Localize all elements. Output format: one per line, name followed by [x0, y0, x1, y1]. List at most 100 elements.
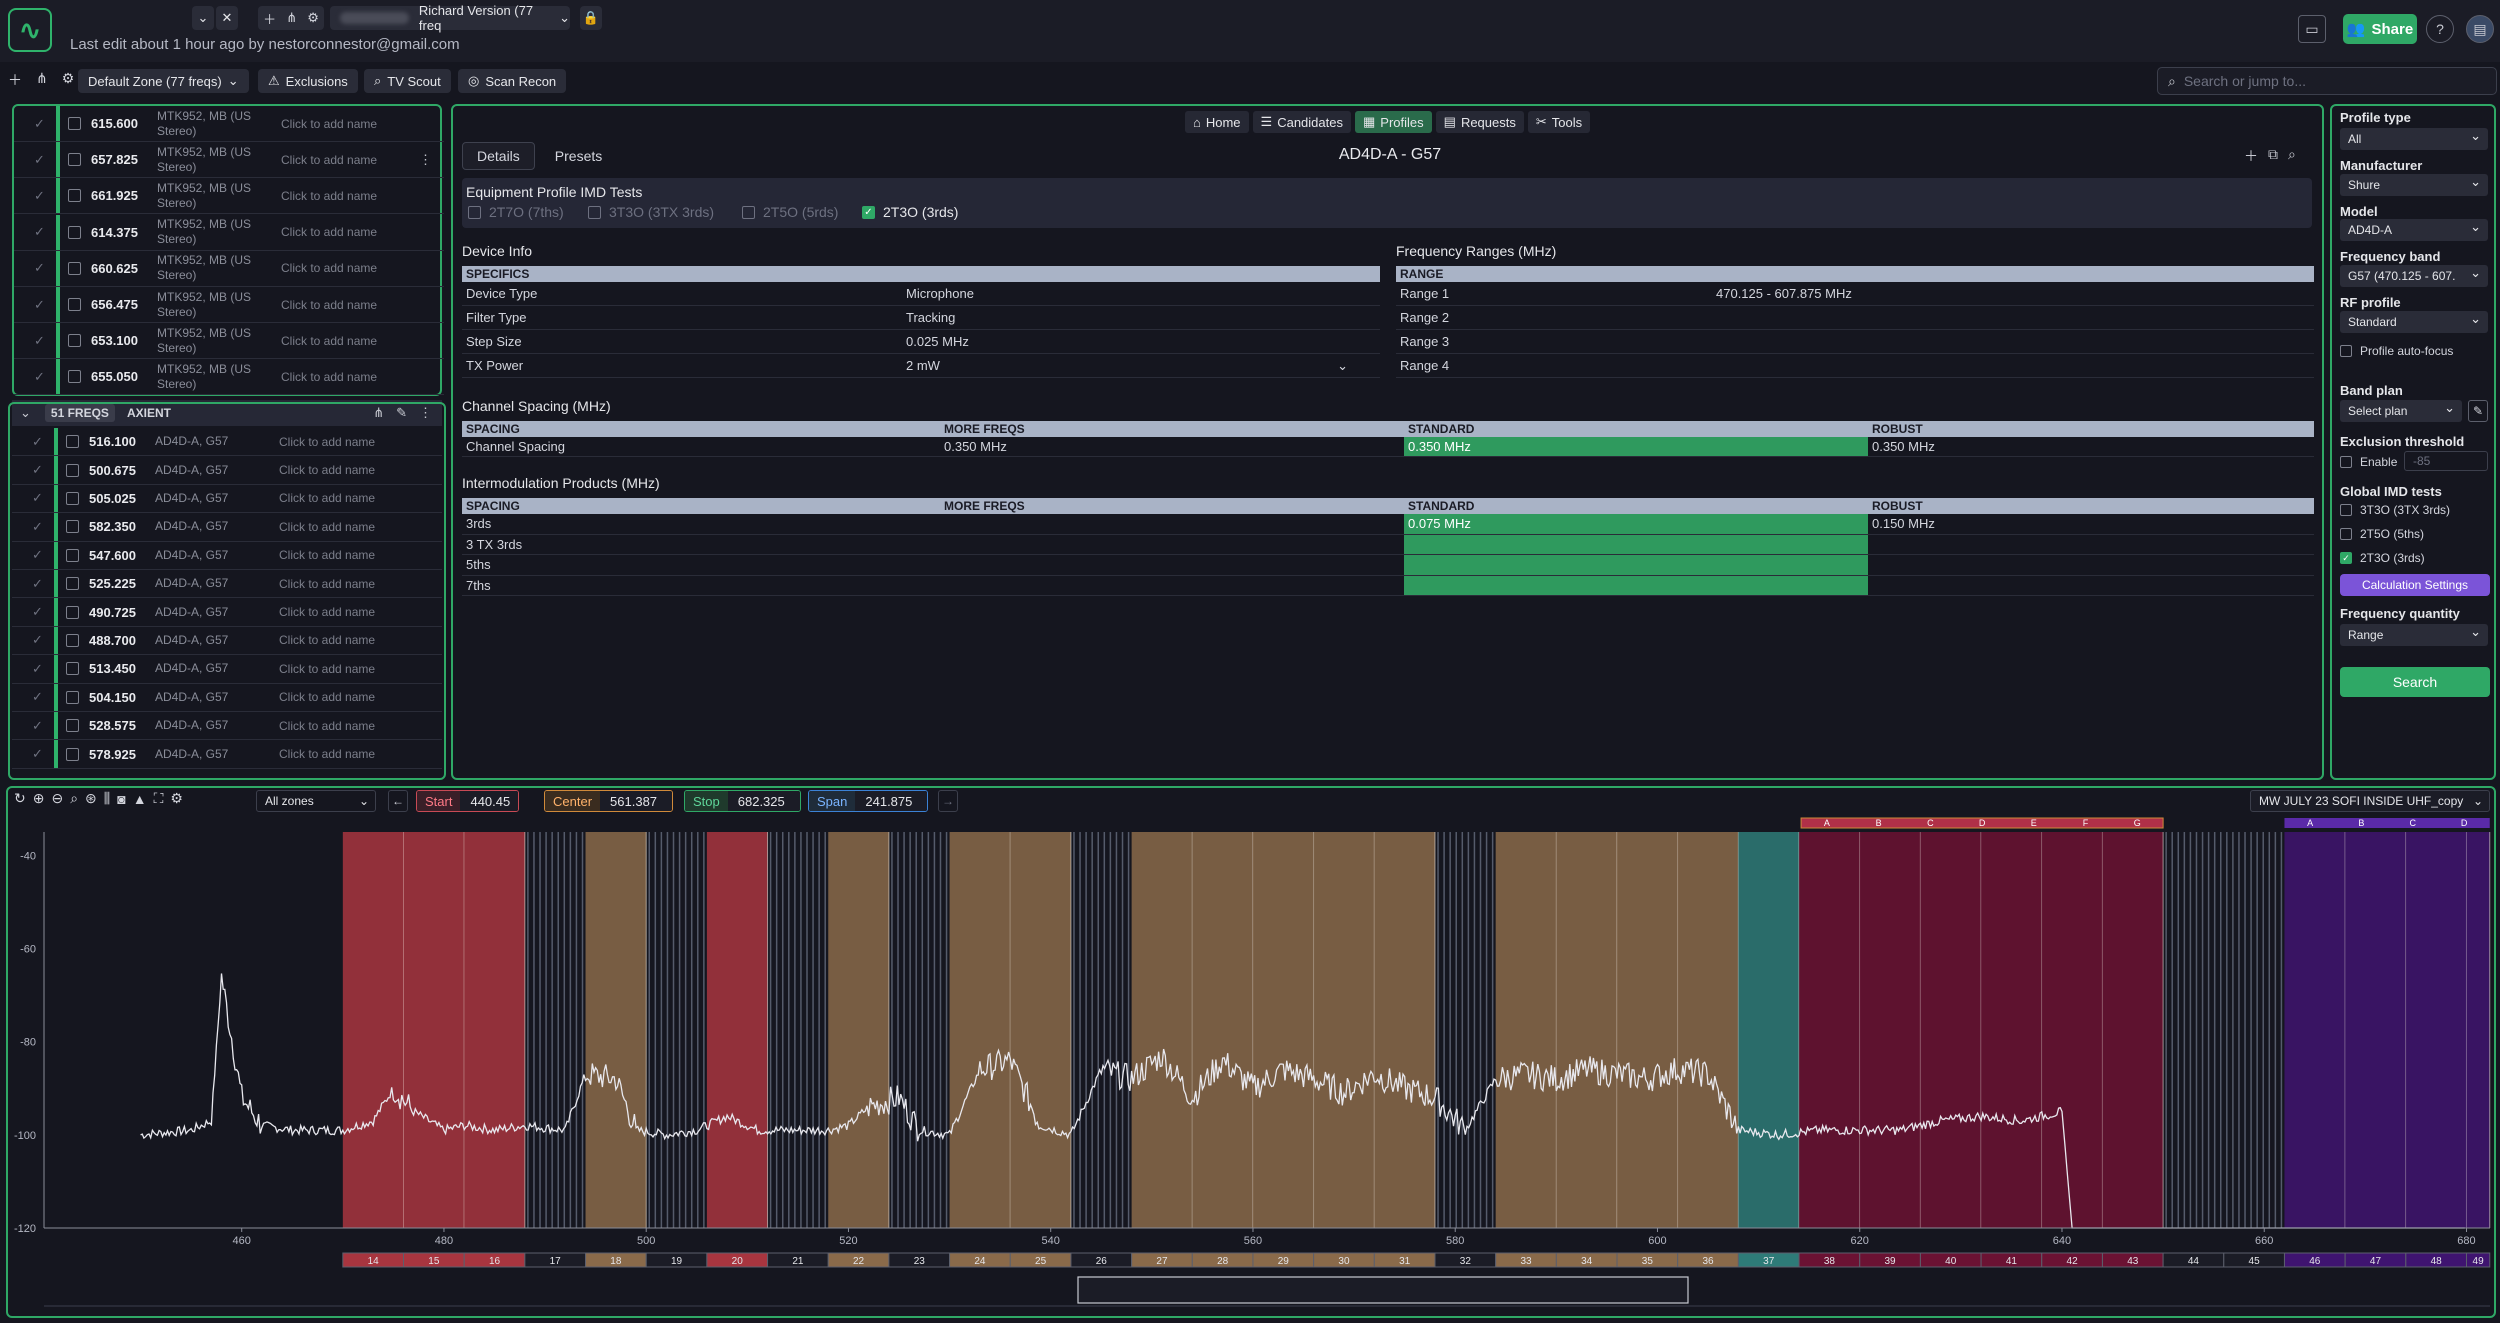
checkbox[interactable]: [68, 117, 81, 130]
refresh-icon[interactable]: ↻: [14, 790, 26, 806]
name-field[interactable]: Click to add name: [279, 690, 376, 705]
name-field[interactable]: Click to add name: [281, 152, 378, 167]
gear-icon[interactable]: ⚙: [307, 10, 319, 25]
frequency-value[interactable]: 653.100: [91, 333, 138, 349]
global-imd-2t3o[interactable]: ✓ 2T3O (3rds): [2340, 551, 2425, 565]
bars-icon[interactable]: ⫼: [103, 790, 111, 806]
search-icon[interactable]: ⌕: [70, 790, 79, 806]
frequency-value[interactable]: 655.050: [91, 369, 138, 385]
checkbox[interactable]: [68, 334, 81, 348]
frequency-value[interactable]: 578.925: [89, 746, 136, 762]
chevron-down-icon[interactable]: ⌄: [20, 405, 31, 420]
tab-profiles[interactable]: ▦ Profiles: [1354, 111, 1432, 133]
frequency-value[interactable]: 500.675: [89, 462, 136, 478]
frequency-row[interactable]: ✓ 657.825 MTK952, MB (US Stereo) Click to a…: [14, 142, 444, 179]
checkbox[interactable]: [2340, 345, 2352, 357]
share-button[interactable]: 👥 Share: [2343, 14, 2417, 44]
group-header[interactable]: ⌄ 51 FREQS AXIENT ⋔ ✎ ⋮: [12, 400, 442, 426]
frequency-row[interactable]: ✓ 660.625 MTK952, MB (US Stereo) Click to a…: [14, 250, 444, 287]
name-field[interactable]: Click to add name: [279, 633, 376, 648]
checkbox[interactable]: [468, 205, 481, 219]
frequency-row[interactable]: ✓ 656.475 MTK952, MB (US Stereo) Click to a…: [14, 287, 444, 323]
table-cell-selected[interactable]: 0.075 MHz: [1404, 514, 1868, 534]
span-field[interactable]: Span 241.875: [808, 790, 929, 812]
add-icon[interactable]: ＋: [8, 72, 22, 88]
table-cell[interactable]: 2 mW ⌄: [902, 358, 1372, 374]
name-field[interactable]: Click to add name: [279, 605, 376, 620]
profile-type-select[interactable]: All: [2340, 128, 2488, 150]
checkbox[interactable]: [66, 548, 79, 562]
table-cell[interactable]: 0.350 MHz: [1872, 439, 1935, 454]
checkbox-checked[interactable]: ✓: [862, 205, 875, 219]
name-field[interactable]: Click to add name: [281, 116, 378, 131]
exclusion-enable-checkbox[interactable]: Enable: [2340, 455, 2397, 469]
imd-test-2t7o[interactable]: 2T7O (7ths): [468, 204, 564, 220]
frequency-value[interactable]: 660.625: [91, 260, 138, 276]
arrow-left-icon[interactable]: ←: [388, 790, 408, 812]
table-cell[interactable]: 0.350 MHz: [944, 439, 1007, 454]
frequency-value[interactable]: 657.825: [91, 152, 138, 168]
share-icon[interactable]: ⋔: [373, 405, 385, 420]
tab-home[interactable]: ⌂ Home: [1185, 111, 1249, 133]
name-field[interactable]: Click to add name: [279, 747, 376, 762]
frequency-row[interactable]: ✓ 655.050 MTK952, MB (US Stereo) Click to a…: [14, 359, 444, 396]
global-imd-2t5o[interactable]: 2T5O (5ths): [2340, 527, 2424, 541]
checkbox[interactable]: [66, 463, 79, 477]
frequency-row[interactable]: ✓ 490.725 AD4D-A, G57 Click to add name: [12, 598, 442, 627]
copy-icon[interactable]: ⧉: [2268, 146, 2278, 162]
frequency-value[interactable]: 582.350: [89, 519, 136, 535]
checkbox[interactable]: [2340, 456, 2352, 468]
frequency-row[interactable]: ✓ 505.025 AD4D-A, G57 Click to add name: [12, 484, 442, 514]
frequency-row[interactable]: ✓ 488.700 AD4D-A, G57 Click to add name: [12, 626, 442, 656]
exclusions-button[interactable]: ⚠ Exclusions: [258, 69, 358, 93]
zoom-out-icon[interactable]: ⊖: [51, 790, 64, 806]
add-icon[interactable]: ＋: [263, 11, 277, 27]
search-button[interactable]: Search: [2340, 667, 2490, 697]
checkbox[interactable]: [66, 491, 79, 505]
frequency-value[interactable]: 505.025: [89, 490, 136, 506]
zones-select[interactable]: All zones ⌄: [256, 790, 376, 812]
frequency-row[interactable]: ✓ 578.925 AD4D-A, G57 Click to add name: [12, 740, 442, 769]
table-cell-selected[interactable]: [1404, 555, 1868, 575]
checkbox[interactable]: [68, 153, 81, 167]
checkbox[interactable]: [68, 298, 81, 311]
frequency-value[interactable]: 528.575: [89, 718, 136, 734]
band-plan-select[interactable]: Select plan: [2340, 400, 2462, 422]
checkbox[interactable]: [66, 435, 79, 449]
comment-icon[interactable]: ▭: [2298, 15, 2326, 43]
more-icon[interactable]: ⋮: [419, 405, 432, 420]
more-icon[interactable]: ⋮: [419, 151, 432, 167]
frequency-row[interactable]: ✓ 513.450 AD4D-A, G57 Click to add name: [12, 655, 442, 684]
frequency-value[interactable]: 661.925: [91, 188, 138, 204]
name-field[interactable]: Click to add name: [281, 188, 378, 203]
frequency-value[interactable]: 513.450: [89, 661, 136, 677]
frequency-row[interactable]: ✓ 615.600 MTK952, MB (US Stereo) Click to a…: [14, 106, 444, 142]
frequency-value[interactable]: 525.225: [89, 576, 136, 592]
search-input[interactable]: ⌕ Search or jump to...: [2157, 67, 2497, 95]
fullscreen-icon[interactable]: ⛶: [153, 790, 164, 806]
table-cell-selected[interactable]: 0.350 MHz: [1404, 437, 1868, 456]
tab-tools[interactable]: ✂ Tools: [1527, 111, 1591, 133]
camera-icon[interactable]: ◙: [117, 790, 126, 807]
app-logo-icon[interactable]: ∿: [8, 8, 52, 52]
target-icon[interactable]: ⊛: [85, 790, 97, 806]
scan-file-select[interactable]: MW JULY 23 SOFI INSIDE UHF_copy ⌄: [2250, 790, 2490, 812]
imd-test-2t5o[interactable]: 2T5O (5rds): [742, 204, 838, 220]
checkbox[interactable]: [588, 205, 601, 219]
model-select[interactable]: AD4D-A: [2340, 219, 2488, 241]
frequency-value[interactable]: 615.600: [91, 116, 138, 131]
manufacturer-select[interactable]: Shure: [2340, 174, 2488, 196]
rf-profile-select[interactable]: Standard: [2340, 311, 2488, 333]
name-field[interactable]: Click to add name: [279, 576, 376, 591]
name-field[interactable]: Click to add name: [279, 463, 376, 478]
search-icon[interactable]: ⌕: [2288, 146, 2296, 162]
arrow-right-icon[interactable]: →: [938, 790, 958, 812]
chevron-down-icon[interactable]: ⌄: [1337, 357, 1348, 373]
checkbox[interactable]: [68, 261, 81, 275]
imd-test-3t3o[interactable]: 3T3O (3TX 3rds): [588, 204, 714, 220]
checkbox[interactable]: [66, 719, 79, 733]
frequency-value[interactable]: 547.600: [89, 547, 136, 563]
edit-icon[interactable]: ✎: [2468, 400, 2488, 422]
checkbox[interactable]: [66, 747, 79, 761]
frequency-row[interactable]: ✓ 504.150 AD4D-A, G57 Click to add name: [12, 683, 442, 712]
